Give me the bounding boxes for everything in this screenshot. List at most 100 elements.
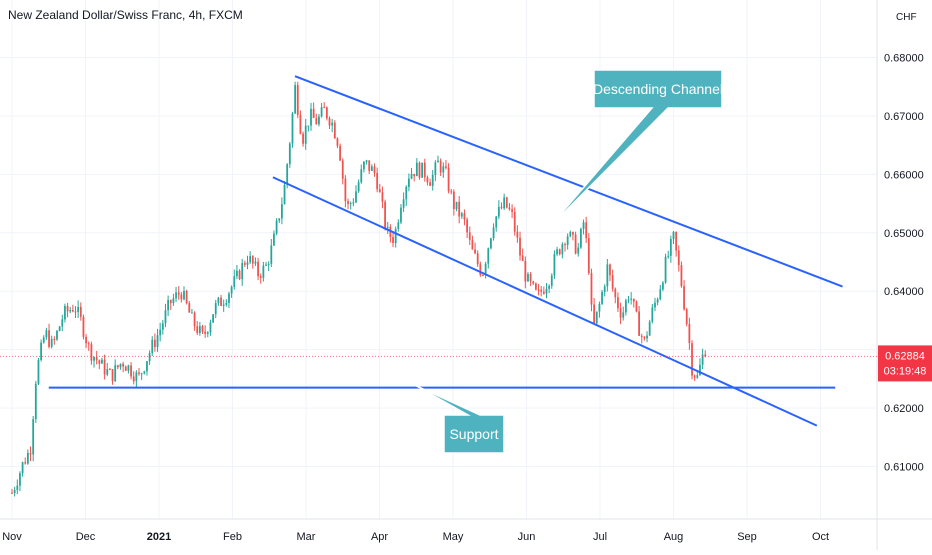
- candle-body: [212, 314, 214, 323]
- candle-body: [410, 173, 413, 179]
- candle: [654, 297, 656, 312]
- candle-body: [64, 305, 66, 320]
- candle-body: [222, 304, 225, 306]
- candle: [143, 370, 146, 375]
- candle-body: [273, 233, 275, 246]
- candle: [124, 365, 127, 371]
- candle: [463, 209, 466, 226]
- candle-body: [286, 164, 289, 185]
- candle: [408, 173, 410, 192]
- candle-body: [471, 239, 474, 250]
- candle-body: [307, 125, 310, 127]
- candle: [236, 265, 238, 280]
- candle: [627, 295, 630, 304]
- candle-body: [254, 261, 257, 264]
- candle-body: [521, 255, 524, 261]
- candle: [156, 328, 159, 352]
- candle: [48, 323, 50, 349]
- candle-body: [339, 145, 342, 161]
- candle: [280, 197, 283, 225]
- grid: [0, 0, 877, 519]
- candle: [275, 218, 278, 236]
- x-tick-label: Nov: [2, 531, 22, 543]
- candle: [291, 111, 294, 148]
- candle-body: [270, 245, 273, 264]
- candle-body: [169, 299, 172, 304]
- candle: [426, 175, 429, 186]
- candle-body: [503, 197, 506, 209]
- candle-body: [691, 343, 693, 376]
- descending-channel-callout-label: Descending Channel: [593, 81, 723, 97]
- candle-body: [143, 371, 146, 374]
- candle-body: [421, 162, 424, 178]
- candle: [40, 339, 43, 362]
- candle-body: [16, 485, 19, 490]
- candle-body: [53, 338, 56, 340]
- candle: [344, 175, 347, 208]
- candle: [238, 269, 241, 281]
- candle-body: [159, 329, 162, 336]
- candle: [95, 350, 98, 365]
- candle-body: [98, 360, 101, 364]
- candle-body: [167, 299, 170, 311]
- candle: [61, 314, 64, 332]
- candle: [677, 245, 680, 272]
- candle-body: [693, 375, 696, 378]
- candle: [638, 305, 641, 337]
- candle: [691, 340, 693, 380]
- candle-body: [611, 275, 614, 289]
- candle: [42, 335, 45, 344]
- candle: [376, 167, 379, 193]
- candle: [505, 196, 508, 209]
- candle: [405, 185, 408, 206]
- candle-body: [365, 160, 368, 162]
- candle: [368, 160, 371, 175]
- candle: [614, 287, 617, 304]
- candle-body: [590, 273, 593, 305]
- candle: [439, 158, 442, 176]
- candle-body: [349, 203, 352, 205]
- candle: [429, 178, 431, 187]
- candle-body: [299, 114, 302, 134]
- candle-body: [82, 316, 85, 337]
- candle: [667, 250, 670, 259]
- candle-body: [267, 263, 270, 265]
- candle-body: [103, 359, 106, 375]
- candle-body: [69, 310, 72, 312]
- candle: [532, 280, 535, 285]
- candle-body: [376, 172, 379, 190]
- candle: [333, 120, 336, 139]
- candle: [434, 160, 437, 182]
- candle-body: [249, 256, 252, 263]
- candle: [347, 198, 349, 210]
- candle-body: [40, 342, 43, 360]
- candle: [93, 356, 95, 368]
- candle-body: [669, 239, 672, 256]
- candle: [283, 181, 286, 205]
- x-tick-label: Feb: [223, 531, 242, 543]
- candle: [556, 246, 558, 257]
- x-tick-label: 2021: [147, 531, 171, 543]
- candle-body: [24, 462, 27, 464]
- candle: [378, 183, 381, 193]
- candle-body: [394, 228, 397, 244]
- candle-body: [413, 173, 416, 177]
- candle-body: [624, 300, 627, 313]
- candle: [619, 302, 622, 325]
- candle-body: [587, 238, 590, 274]
- candle-body: [442, 166, 445, 173]
- support-callout-label: Support: [449, 426, 498, 442]
- candle: [445, 160, 447, 170]
- candle-body: [352, 202, 355, 204]
- candle: [635, 300, 638, 313]
- candle: [593, 297, 596, 325]
- candle: [603, 284, 606, 297]
- y-tick-label: 0.61000: [884, 462, 924, 474]
- candle-body: [262, 265, 265, 278]
- last-price-value: 0.62884: [885, 350, 925, 362]
- candle-body: [193, 312, 196, 327]
- candle-body: [37, 359, 40, 384]
- candle: [191, 308, 193, 314]
- candle: [79, 302, 82, 321]
- candle: [672, 230, 675, 245]
